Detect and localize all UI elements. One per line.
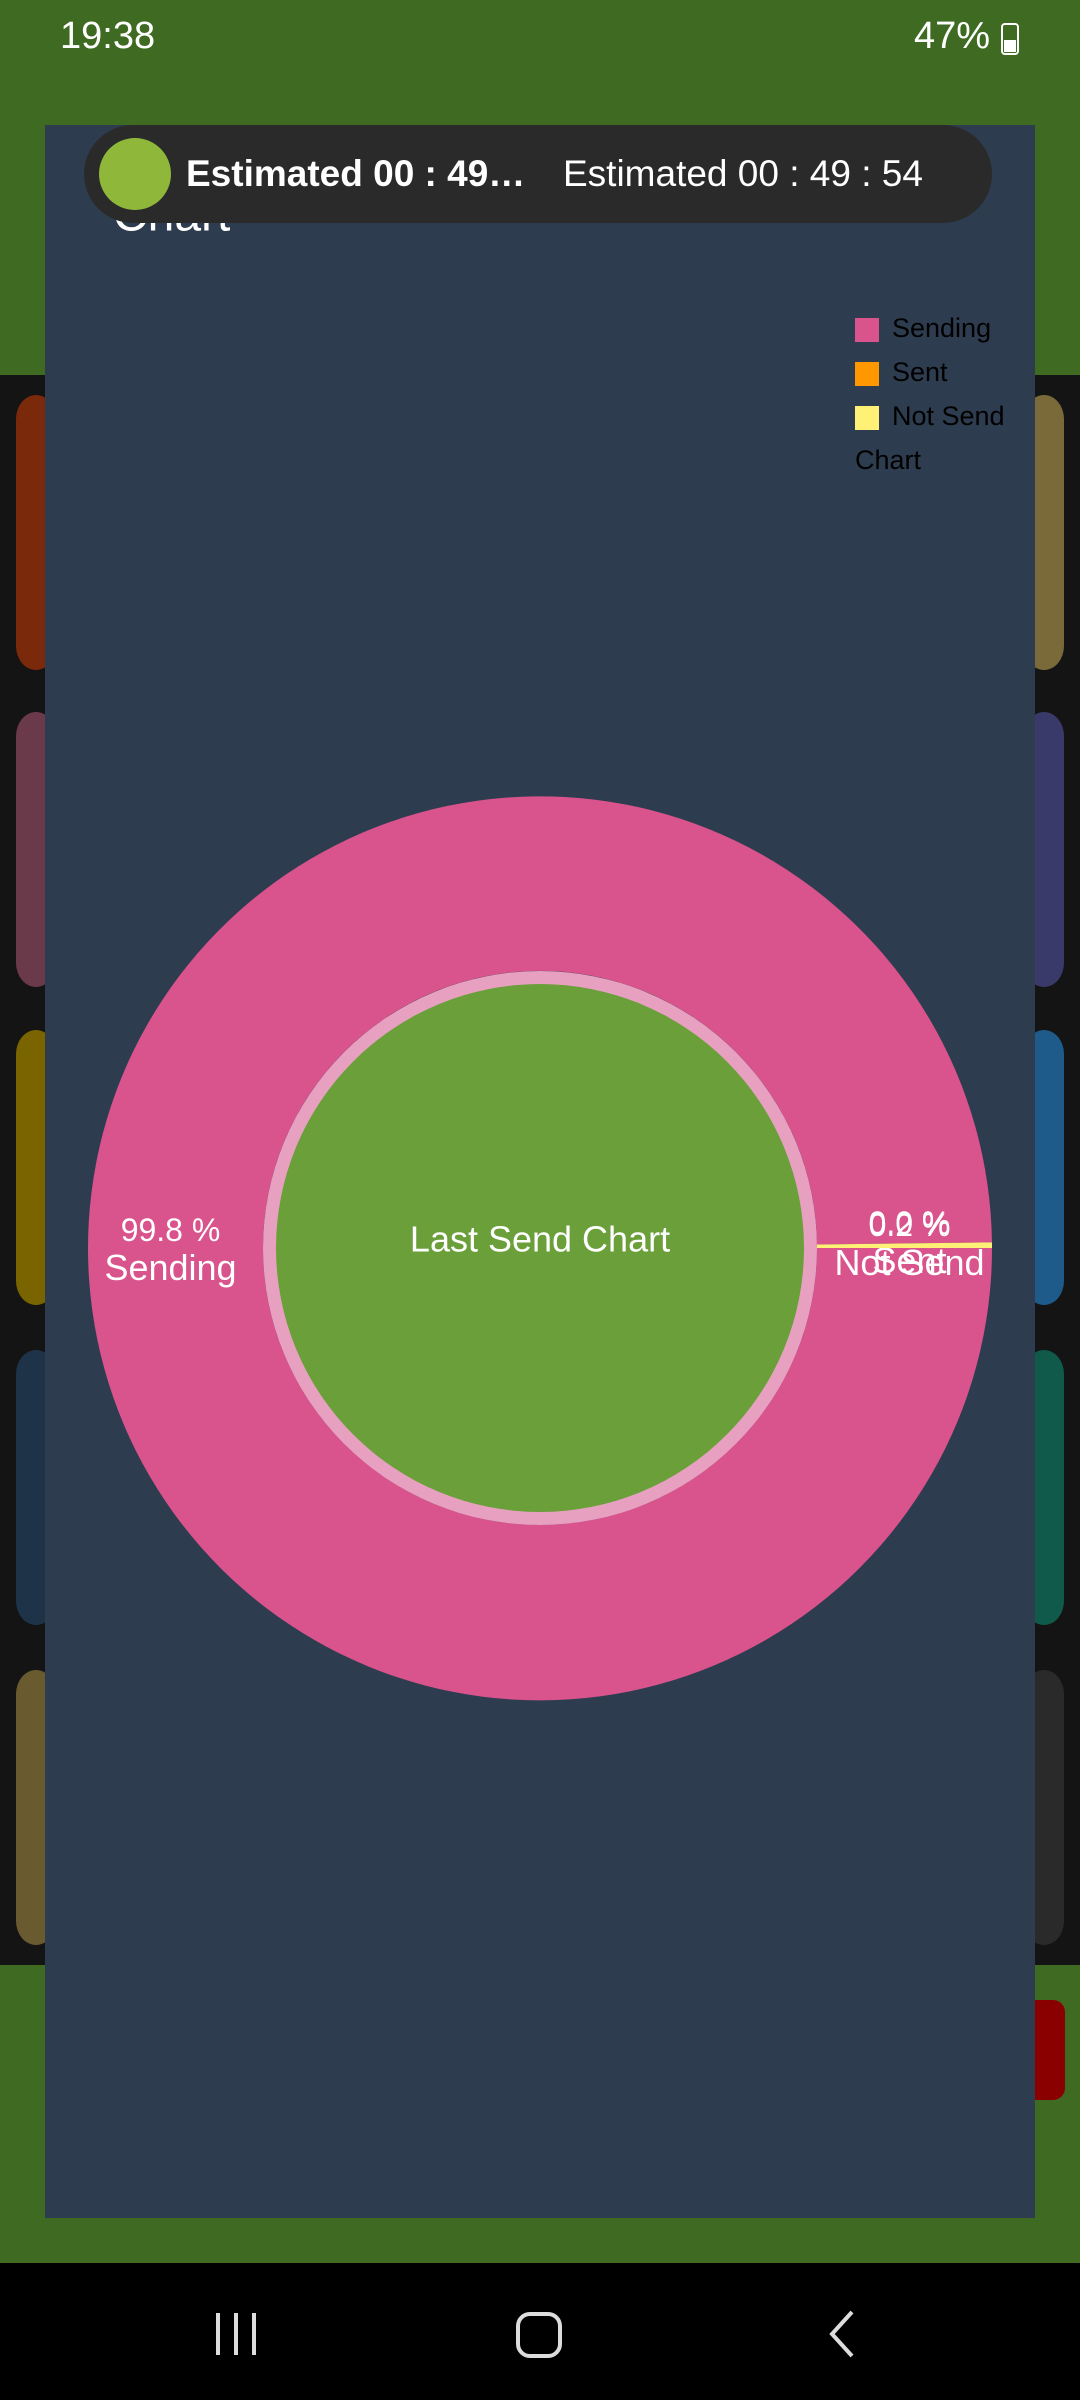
battery-level [1004,40,1016,52]
notification-title: Estimated 00 : 49… [186,153,525,194]
center-disc [276,984,804,1512]
legend-label: Sent [892,357,948,387]
notification-icon [99,138,171,210]
slice-value-label: 0.2 % [869,1207,951,1243]
slice-value-label: 99.8 % [121,1212,221,1248]
status-time: 19:38 [60,15,155,57]
notification-text: Estimated 00 : 49 : 54 [563,153,923,194]
nav-bar [0,2263,1080,2400]
slice-category-label: Sending [104,1247,236,1288]
battery-icon [1001,23,1019,55]
legend-label: Not Send [892,401,1005,431]
nav-icons [216,2310,854,2358]
notification[interactable] [84,125,992,223]
legend-title: Chart [855,445,922,475]
legend-label: Sending [892,313,991,343]
pie-slice [816,1242,992,1248]
status-battery: 47% [914,15,990,57]
slice-value-label: 0.0 % [869,1205,951,1241]
legend-swatch [855,318,879,342]
legend-swatch [855,406,879,430]
pie-slice [88,796,993,1701]
legend-swatch [855,362,879,386]
center-text: Last Send Chart [410,1219,670,1260]
slice-category-label: Not Send [834,1242,984,1283]
